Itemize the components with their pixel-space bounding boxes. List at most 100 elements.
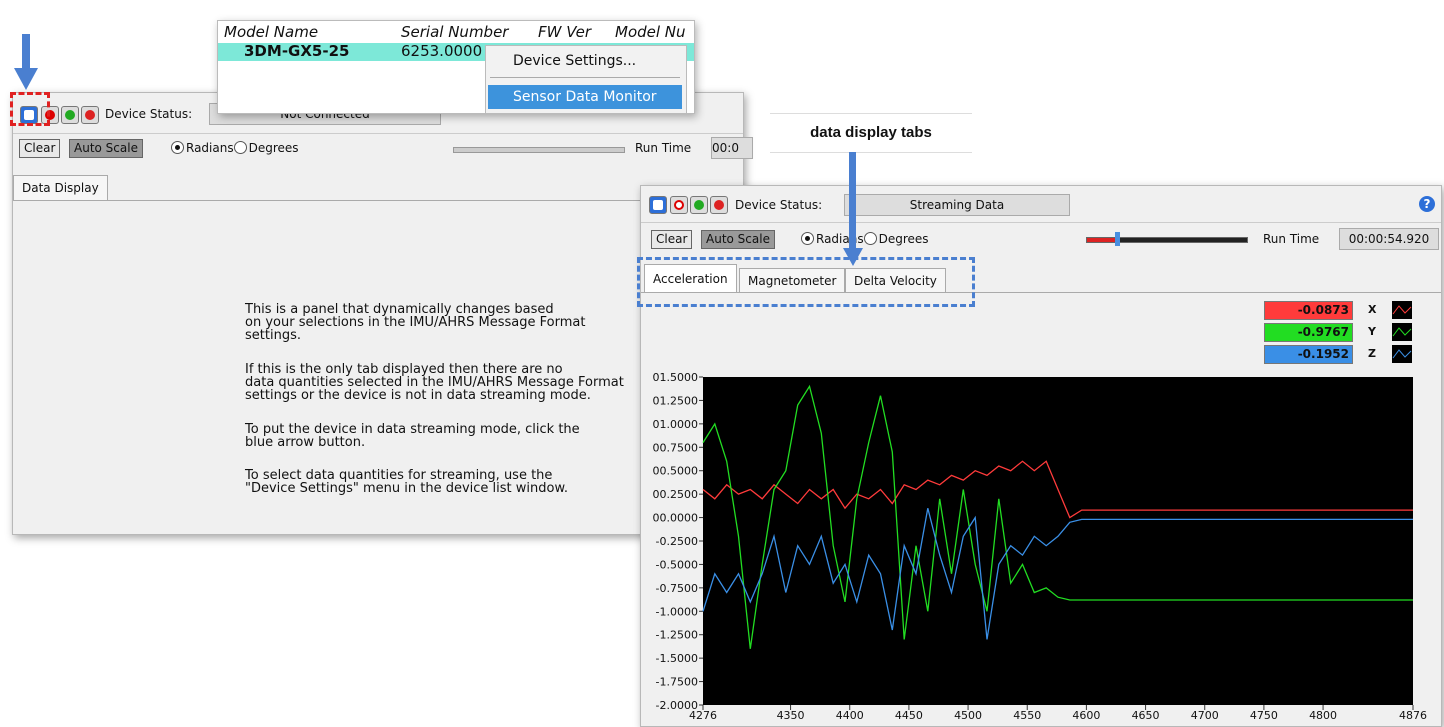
paragraph: To put the device in data streaming mode… — [245, 422, 580, 450]
paragraph: To select data quantities for streaming,… — [245, 468, 569, 496]
y-tick-label: -1.5000 — [656, 652, 698, 665]
arrow — [14, 34, 38, 90]
legend-swatch — [1392, 301, 1412, 319]
x-tick-label: 4276 — [689, 709, 717, 721]
legend-row: -0.9767 Y — [1264, 323, 1434, 343]
legend-row: -0.1952 Z — [1264, 345, 1434, 365]
legend-value: -0.9767 — [1264, 323, 1353, 342]
x-tick-label: 4400 — [836, 709, 864, 721]
y-tick-label: -2.0000 — [656, 699, 698, 712]
y-tick-label: -1.0000 — [656, 605, 698, 618]
run-time-label: Run Time — [1263, 232, 1320, 246]
tab[interactable]: Delta Velocity — [845, 268, 946, 293]
model: 3DM-GX5-25 — [244, 42, 350, 60]
x-tick-label: 4700 — [1191, 709, 1219, 721]
radio[interactable] — [863, 232, 877, 245]
legend-line — [1392, 349, 1412, 359]
status-label: Device Status: — [105, 107, 193, 121]
legend-line — [1392, 327, 1412, 337]
legend-row: -0.0873 X — [1264, 301, 1434, 321]
tab[interactable]: Acceleration — [644, 264, 737, 293]
y-tick-label: 01.2500 — [653, 394, 699, 407]
x-tick-label: 4600 — [1072, 709, 1100, 721]
radio[interactable] — [171, 141, 184, 154]
y-tick-label: -0.7500 — [656, 582, 698, 595]
record-button[interactable] — [81, 106, 99, 124]
x-tick-label: 4350 — [777, 709, 805, 721]
run-time: 00:00:54.920 — [1339, 228, 1439, 250]
legend-name: X — [1368, 303, 1377, 316]
callout: data display tabs — [770, 113, 972, 153]
tab[interactable]: Magnetometer — [739, 268, 846, 293]
x-tick-label: 4550 — [1013, 709, 1041, 721]
y-tick-label: 01.0000 — [653, 418, 699, 431]
plot-area — [703, 377, 1413, 705]
series-line — [702, 384, 1413, 649]
run-time-label: Run Time — [635, 141, 692, 155]
degrees-label: Degrees — [248, 141, 299, 155]
stop-button[interactable] — [670, 196, 688, 214]
x-tick-label: 4450 — [895, 709, 923, 721]
x-tick-label: 4800 — [1309, 709, 1337, 721]
column-header: Serial Number — [401, 23, 509, 41]
degrees-label: Degrees — [878, 232, 929, 246]
go-button[interactable] — [61, 106, 79, 124]
serial: 6253.0000 — [401, 42, 483, 60]
radio[interactable] — [233, 141, 247, 154]
clear-button[interactable]: Clear — [651, 230, 693, 249]
radio-group: Radians Degrees — [171, 141, 299, 155]
auto-scale-button[interactable]: Auto Scale — [69, 139, 143, 158]
start-button[interactable] — [649, 196, 667, 214]
x-tick-label: 4500 — [954, 709, 982, 721]
auto-scale-button[interactable]: Auto Scale — [701, 230, 775, 249]
tabs-highlight — [637, 257, 975, 307]
column-header: Model Nu — [615, 23, 686, 41]
stop-button[interactable] — [41, 106, 59, 124]
left-window: Device Status: Not Connected Clear Auto … — [12, 92, 753, 535]
series-line — [702, 508, 1413, 640]
status-label: Device Status: — [735, 198, 823, 212]
column-header: FW Ver — [538, 23, 592, 41]
radio-group: Radians Degrees — [801, 232, 929, 246]
legend-value: -0.1952 — [1264, 345, 1353, 364]
legend-name: Y — [1368, 325, 1376, 338]
y-tick-label: -1.7500 — [656, 676, 698, 689]
y-tick-label: 00.7500 — [653, 441, 699, 454]
menu-item[interactable]: Device Settings... — [513, 53, 637, 69]
tab[interactable]: Data Display — [13, 175, 108, 200]
legend-swatch — [1392, 345, 1412, 363]
y-tick-label: 01.5000 — [653, 371, 699, 384]
y-tick-label: 00.0000 — [653, 512, 699, 525]
context-menu: Device Settings... Sensor Data Monitor — [485, 45, 687, 114]
status-box: Streaming Data — [844, 194, 1070, 216]
radians-label: Radians — [186, 141, 234, 155]
y-tick-label: -0.2500 — [656, 535, 698, 548]
slider[interactable] — [453, 147, 625, 153]
help-button[interactable]: ? — [1419, 196, 1435, 212]
x-tick-label: 4750 — [1250, 709, 1278, 721]
x-tick-label: 4876 — [1399, 709, 1427, 721]
y-tick-label: -0.5000 — [656, 558, 698, 571]
y-tick-label: -1.2500 — [656, 629, 698, 642]
legend-value: -0.0873 — [1264, 301, 1353, 320]
highlight — [10, 92, 50, 126]
arrow — [843, 152, 863, 266]
y-tick-label: 00.5000 — [653, 465, 699, 478]
go-button[interactable] — [690, 196, 708, 214]
y-tick-label: 00.2500 — [653, 488, 699, 501]
column-header: Model Name — [224, 23, 319, 41]
legend-line — [1392, 305, 1412, 315]
paragraph: This is a panel that dynamically changes… — [245, 302, 586, 343]
menu-item[interactable]: Sensor Data Monitor — [488, 85, 682, 109]
paragraph: If this is the only tab displayed then t… — [245, 362, 624, 403]
record-button[interactable] — [710, 196, 728, 214]
slider[interactable] — [1086, 232, 1248, 246]
radio[interactable] — [801, 232, 814, 245]
clear-button[interactable]: Clear — [19, 139, 61, 158]
series-line — [702, 460, 1413, 519]
legend-name: Z — [1368, 347, 1376, 360]
legend-swatch — [1392, 323, 1412, 341]
x-tick-label: 4650 — [1132, 709, 1160, 721]
run-time: 00:0 — [711, 137, 753, 159]
